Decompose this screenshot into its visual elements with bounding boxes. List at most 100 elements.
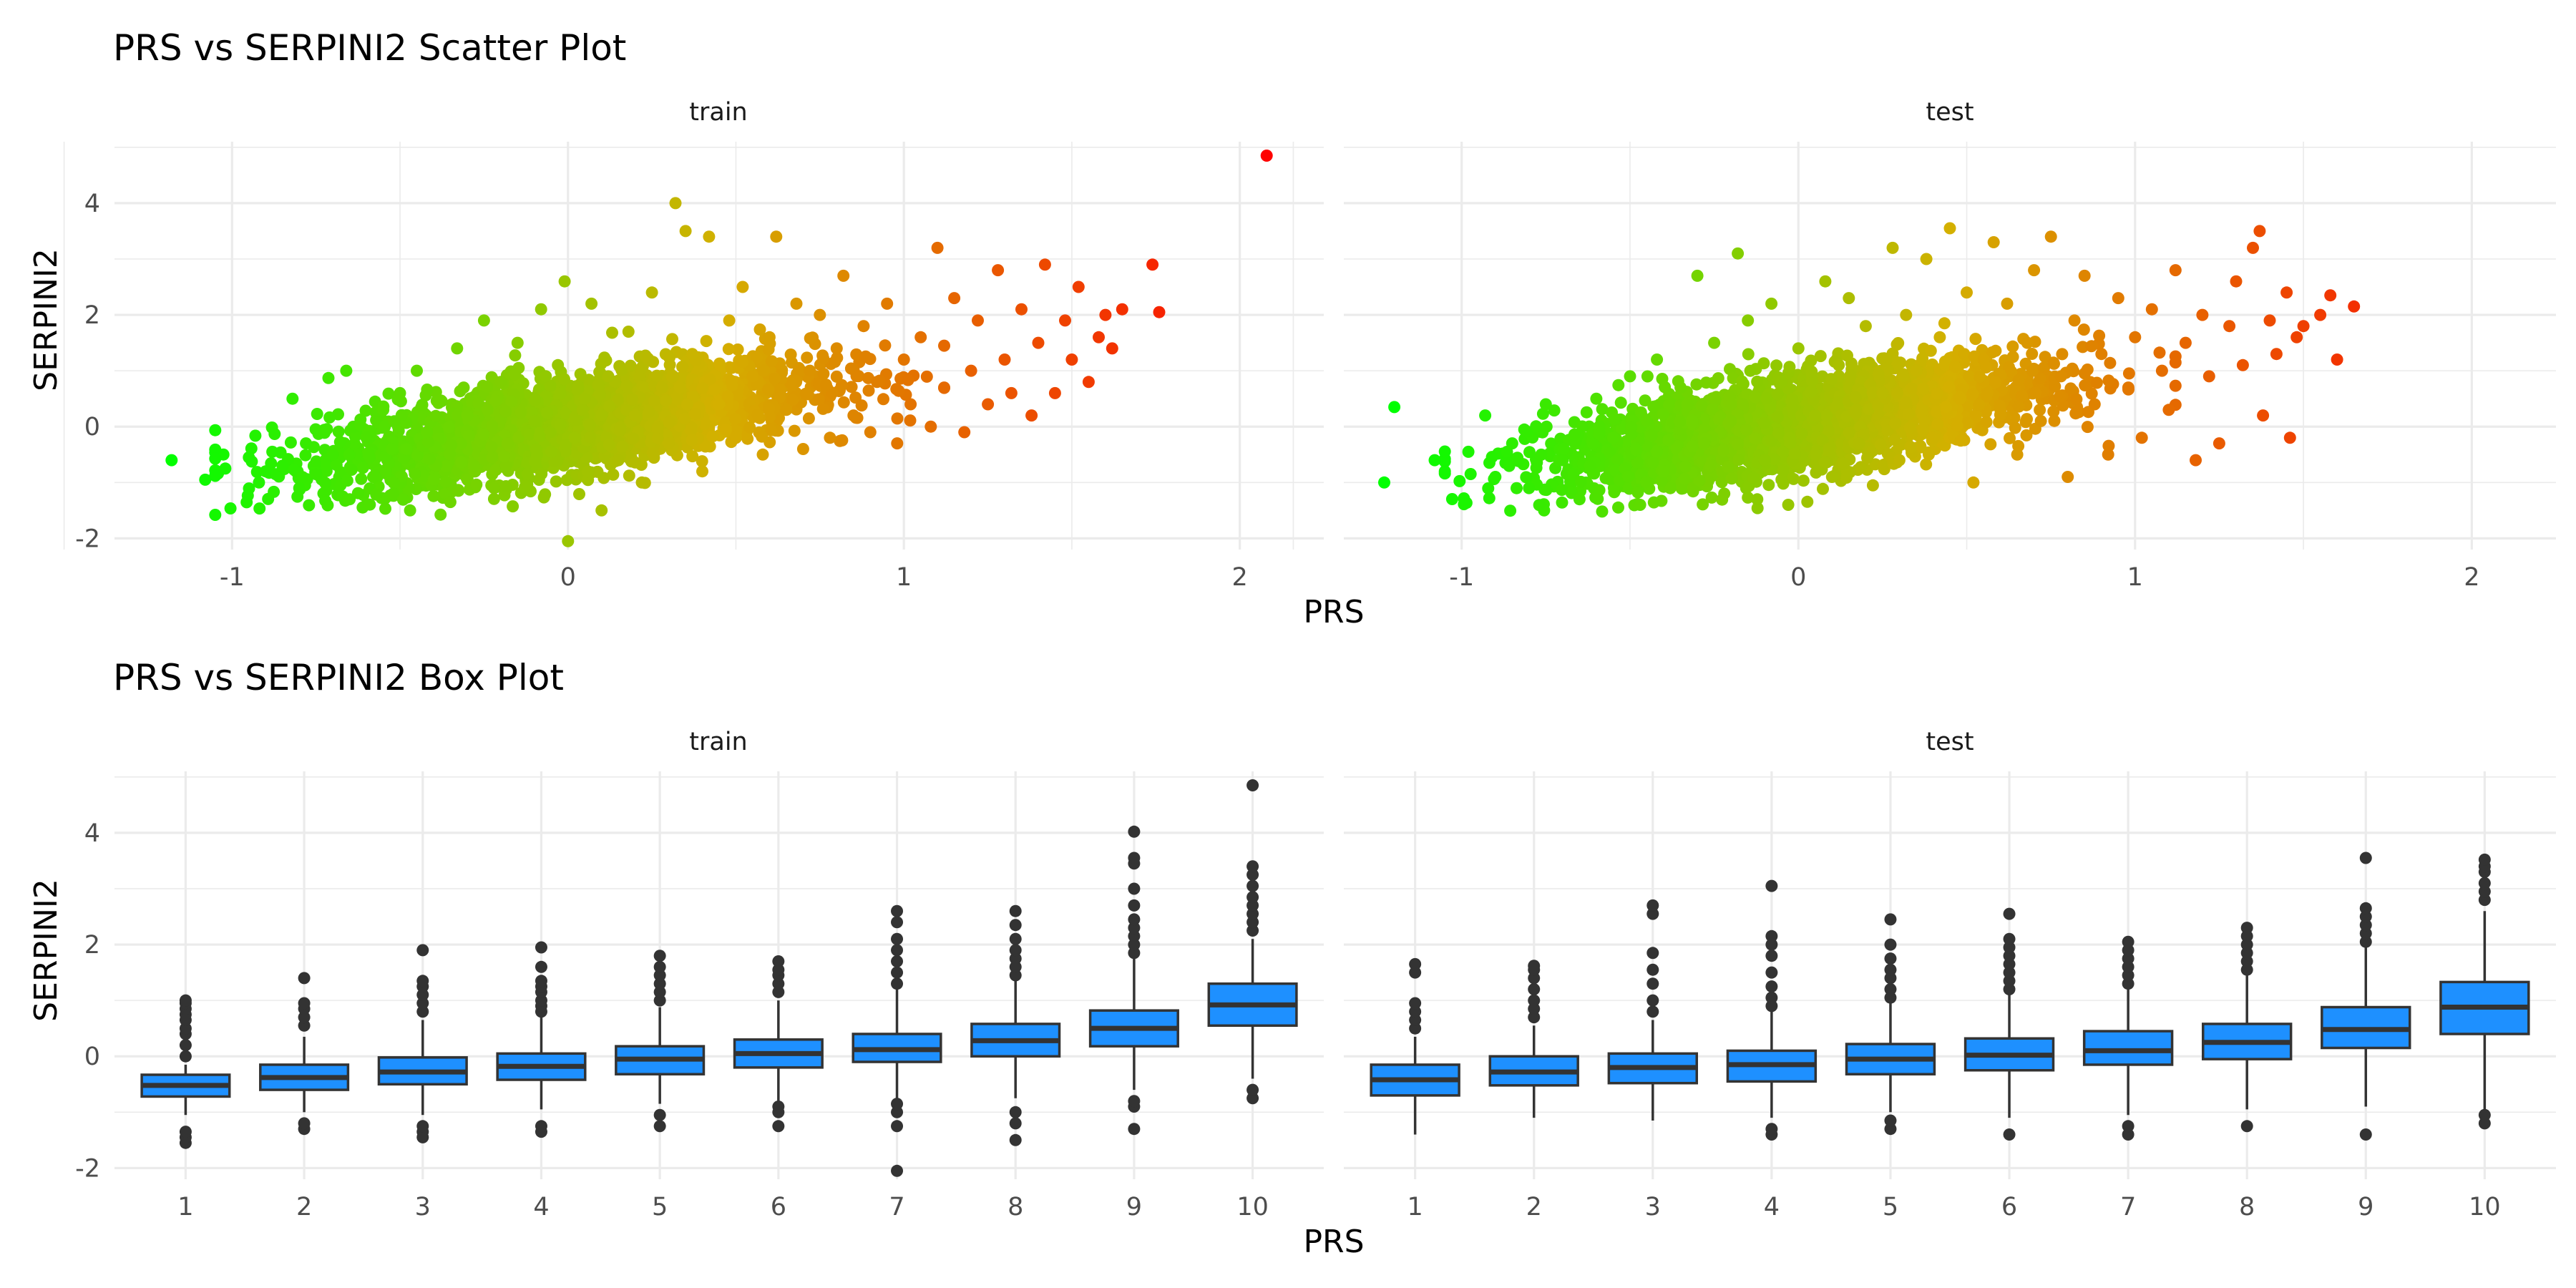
scatter-point	[864, 426, 877, 439]
scatter-point	[1038, 258, 1051, 271]
scatter-point	[2034, 404, 2046, 416]
scatter-point	[774, 384, 787, 396]
scatter-point	[892, 384, 905, 397]
scatter-point	[1801, 495, 1814, 508]
scatter-point	[454, 385, 467, 398]
scatter-point	[602, 439, 615, 451]
scatter-point	[965, 364, 977, 377]
scatter-point	[696, 382, 709, 395]
scatter-point	[972, 314, 984, 327]
scatter-point	[345, 464, 358, 476]
scatter-point	[382, 387, 395, 400]
scatter-point	[209, 424, 222, 436]
scatter-point	[855, 399, 868, 412]
scatter-point	[209, 469, 222, 482]
scatter-point	[756, 448, 769, 461]
scatter-point	[545, 445, 557, 458]
scatter-point	[904, 398, 917, 411]
scatter-point	[485, 440, 498, 453]
scatter-point	[904, 414, 917, 427]
scatter-point	[253, 502, 266, 515]
scatter-point	[249, 429, 262, 442]
scatter-panel-train: -1 0 1 2	[63, 142, 1324, 592]
scatter-point	[679, 225, 692, 238]
scatter-point	[794, 364, 807, 377]
scatter-point	[2122, 367, 2135, 380]
scatter-point	[736, 280, 749, 293]
scatter-point	[1641, 370, 1654, 383]
scatter-point	[1744, 364, 1757, 377]
scatter-point	[528, 414, 541, 427]
scatter-point	[1797, 474, 1810, 487]
scatter-point	[931, 241, 944, 254]
scatter-point	[660, 394, 673, 407]
scatter-point	[416, 399, 429, 411]
scatter-point	[1483, 457, 1496, 469]
scatter-point	[377, 404, 390, 416]
scatter-point	[268, 428, 281, 440]
scatter-point	[766, 355, 779, 368]
scatter-point	[730, 431, 742, 444]
scatter-point	[817, 367, 830, 380]
scatter-point	[1146, 258, 1159, 271]
scatter-point	[499, 405, 512, 418]
scatter-point	[595, 504, 608, 517]
scatter-point	[786, 394, 799, 406]
scatter-point	[343, 493, 356, 506]
scatter-point	[311, 408, 323, 420]
scatter-point	[2056, 348, 2069, 361]
scatter-point	[616, 440, 629, 453]
scatter-point	[209, 452, 222, 465]
scatter-point	[612, 454, 625, 467]
scatter-point	[623, 469, 635, 482]
scatter-point	[2069, 407, 2082, 420]
scatter-point	[487, 492, 500, 505]
scatter-point	[486, 419, 499, 432]
scatter-point	[635, 362, 648, 375]
scatter-title: PRS vs SERPINI2 Scatter Plot	[113, 27, 626, 69]
scatter-point	[488, 482, 500, 494]
scatter-point	[1783, 361, 1796, 374]
scatter-point	[455, 456, 468, 469]
scatter-point	[706, 430, 719, 443]
scatter-point	[780, 404, 793, 416]
scatter-point	[722, 343, 735, 356]
scatter-point	[310, 468, 323, 481]
scatter-point	[439, 475, 452, 488]
scatter-point	[829, 356, 841, 369]
scatter-point	[666, 333, 678, 346]
scatter-point	[388, 415, 401, 428]
scatter-point	[602, 370, 615, 383]
scatter-point	[902, 374, 914, 386]
scatter-point	[477, 314, 490, 327]
scatter-point	[576, 404, 589, 416]
scatter-point	[1082, 376, 1095, 389]
scatter-point	[1631, 486, 1644, 499]
scatter-point	[341, 474, 353, 487]
scatter-point	[535, 467, 548, 480]
scatter-point	[219, 462, 232, 475]
scatter-point	[243, 451, 255, 464]
scatter-point	[663, 416, 675, 429]
scatter-point	[845, 381, 858, 394]
scatter-point	[720, 423, 732, 436]
scatter-point	[364, 498, 376, 511]
scatter-point	[2079, 379, 2092, 391]
scatter-point	[521, 468, 534, 481]
scatter-point	[643, 406, 655, 418]
scatter-point	[1974, 371, 1986, 384]
scatter-point	[784, 348, 797, 361]
scatter-point	[1453, 474, 1466, 487]
scatter-point	[499, 480, 512, 492]
scatter-point	[552, 358, 565, 371]
scatter-point	[387, 487, 400, 500]
scatter-point	[938, 339, 950, 352]
scatter-point	[598, 351, 611, 364]
scatter-point	[2047, 356, 2060, 369]
scatter-point	[404, 504, 416, 517]
scatter-point	[635, 476, 648, 489]
scatter-point	[509, 368, 521, 381]
scatter-point	[879, 339, 892, 352]
scatter-point	[1892, 337, 1905, 349]
scatter-point	[507, 500, 519, 513]
